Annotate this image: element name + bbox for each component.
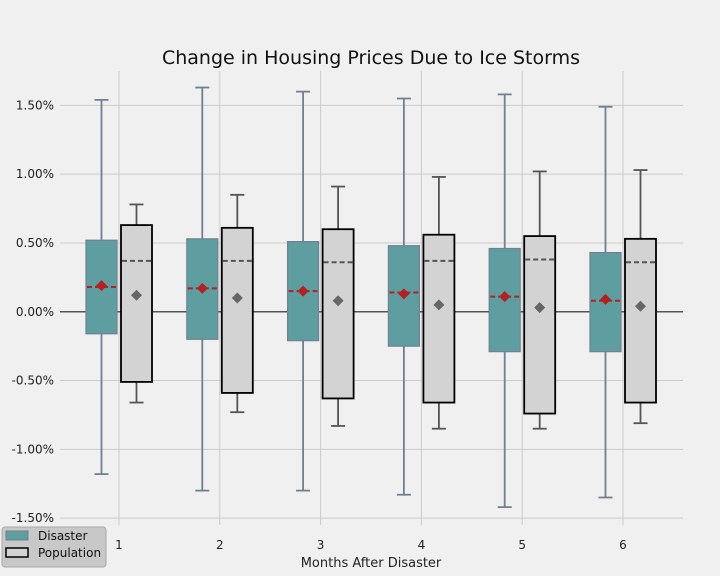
disaster-mean-marker: [297, 285, 309, 297]
population-mean-marker: [332, 295, 344, 307]
chart-title: Change in Housing Prices Due to Ice Stor…: [162, 47, 580, 69]
y-tick-label: 0.50%: [16, 236, 54, 250]
x-tick-label: 5: [518, 538, 526, 552]
population-mean-marker: [231, 292, 243, 304]
y-tick-label: -1.50%: [12, 511, 54, 525]
y-tick-label: 1.50%: [16, 98, 54, 112]
population-box: [624, 237, 657, 404]
x-tick-label: 3: [317, 538, 325, 552]
y-tick-label: 1.00%: [16, 167, 54, 181]
population-mean-marker: [131, 289, 142, 301]
disaster-box: [488, 247, 521, 353]
population-box: [321, 228, 355, 400]
disaster-mean-marker: [600, 293, 611, 305]
x-tick-label: 4: [418, 538, 426, 552]
legend-label-disaster: Disaster: [38, 529, 88, 543]
population-box: [120, 224, 153, 383]
legend-swatch-disaster: [5, 530, 29, 541]
grid: [60, 71, 683, 525]
y-tick-label: -1.00%: [12, 442, 54, 456]
x-tick-label: 1: [115, 538, 123, 552]
population-mean-marker: [534, 302, 546, 314]
disaster-mean-marker: [196, 282, 208, 294]
x-tick-label: 2: [216, 538, 224, 552]
x-axis-label: Months After Disaster: [301, 556, 442, 571]
legend-label-population: Population: [38, 546, 101, 560]
x-tick-label: 6: [619, 538, 627, 552]
population-box: [220, 226, 254, 394]
x-axis-ticks: 1 2 3 4 5 6: [115, 538, 627, 552]
y-axis-ticks: -1.50% -1.00% -0.50% 0.00% 0.50% 1.00% 1.50%: [12, 98, 54, 525]
legend-swatch-population: [5, 547, 29, 558]
population-box: [422, 233, 456, 404]
y-tick-label: 0.00%: [16, 305, 54, 319]
population-mean-marker: [433, 299, 445, 311]
disaster-mean-marker: [499, 291, 511, 303]
disaster-mean-marker: [96, 280, 107, 292]
box-groups: [85, 86, 657, 509]
legend: Disaster Population: [1, 526, 107, 568]
population-box: [523, 235, 557, 415]
y-tick-label: -0.50%: [12, 374, 54, 388]
population-mean-marker: [635, 300, 646, 312]
disaster-mean-marker: [398, 288, 410, 300]
